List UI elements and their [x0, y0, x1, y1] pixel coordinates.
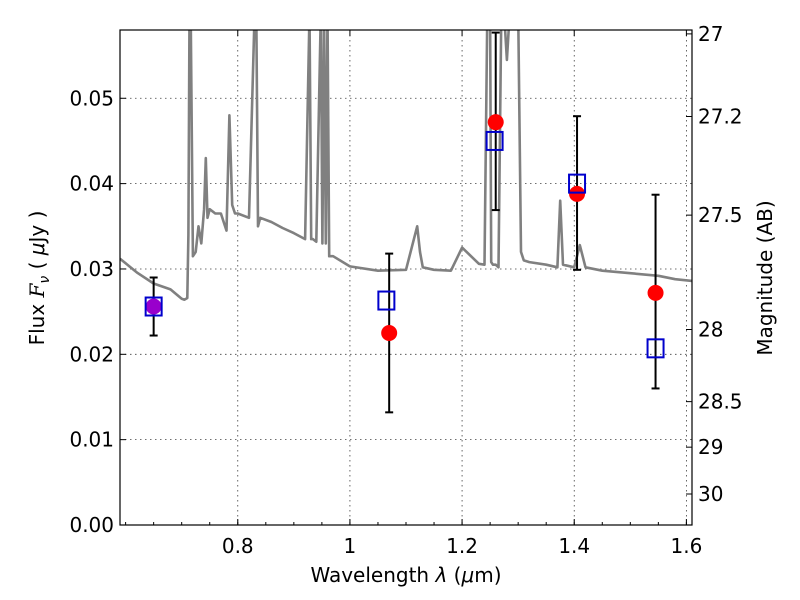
- x-tick-label: 1.4: [558, 534, 590, 558]
- y-axis-right-label: Magnitude (AB): [753, 200, 777, 355]
- y-tick-label: 0.03: [69, 257, 114, 281]
- observed-point: [647, 284, 664, 301]
- model-point: [568, 173, 587, 194]
- y-axis-label: Flux Fν ( μJy ): [25, 211, 53, 346]
- grid-layer: [120, 30, 692, 525]
- y-tick-label: 0.02: [69, 342, 114, 366]
- y-tick-label: 0.04: [69, 172, 114, 196]
- sed-layer: [120, 30, 692, 302]
- x-axis: 0.8 1 1.2 1.4 1.6: [125, 30, 702, 558]
- right-tick-label: 27.2: [698, 105, 743, 129]
- model-point: [485, 130, 504, 151]
- x-tick-label: 1.6: [670, 534, 702, 558]
- observed-point: [381, 324, 398, 341]
- right-tick-label: 30: [698, 482, 723, 506]
- model-point: [646, 338, 665, 359]
- x-axis-label: Wavelength λ (μm): [310, 563, 501, 587]
- observed-point: [487, 114, 504, 131]
- y-axis-left: 0.00 0.01 0.02 0.03 0.04 0.05: [69, 86, 126, 537]
- observed-point: [145, 298, 162, 315]
- model-point: [144, 296, 163, 317]
- right-tick-label: 28: [698, 317, 723, 341]
- x-tick-label: 0.8: [222, 534, 254, 558]
- right-tick-label: 29: [698, 435, 723, 459]
- right-tick-label: 27.5: [698, 203, 743, 227]
- x-tick-label: 1.2: [446, 534, 478, 558]
- right-tick-label: 28.5: [698, 390, 743, 414]
- marker-layer: [144, 114, 665, 359]
- y-tick-label: 0.00: [69, 513, 114, 537]
- right-tick-label: 27: [698, 22, 723, 46]
- y-tick-label: 0.01: [69, 428, 114, 452]
- x-tick-label: 1: [344, 534, 357, 558]
- observed-point: [569, 185, 586, 202]
- y-tick-label: 0.05: [69, 86, 114, 110]
- y-axis-right: 27 27.2 27.5 28 28.5 29 30: [686, 22, 743, 506]
- model-point: [377, 290, 396, 311]
- sed-curve: [120, 30, 692, 302]
